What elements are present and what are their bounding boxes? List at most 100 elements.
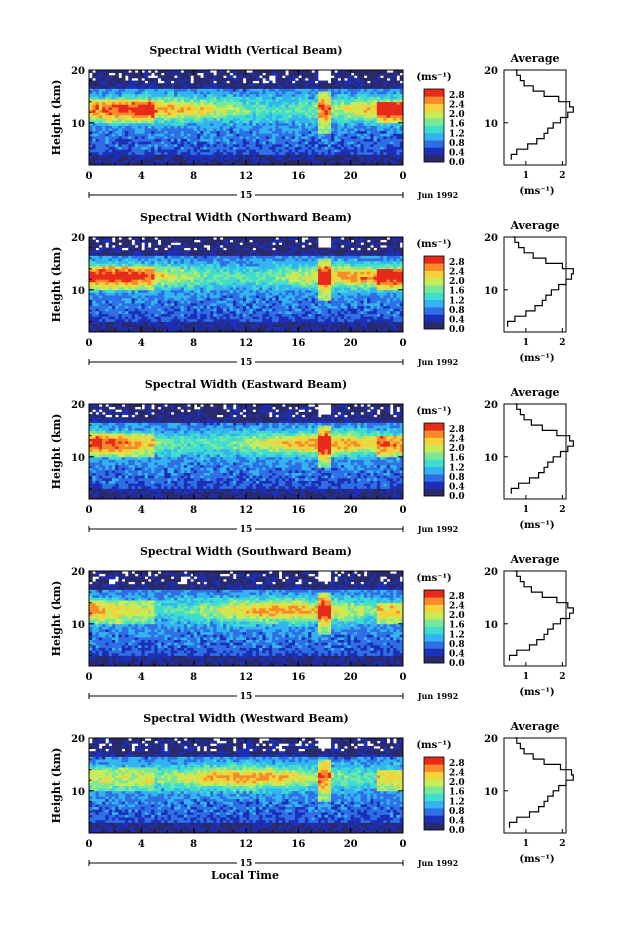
heatmap-cell <box>305 123 309 126</box>
heatmap-cell <box>256 102 260 105</box>
heatmap-cell <box>184 88 188 91</box>
heatmap-cell <box>148 290 152 293</box>
heatmap-cell <box>249 104 253 107</box>
heatmap-cell <box>354 96 358 99</box>
heatmap-cell <box>344 73 348 76</box>
heatmap-cell <box>289 128 293 131</box>
heatmap-cell <box>259 91 263 94</box>
heatmap-cell <box>138 141 142 144</box>
heatmap-cell <box>158 88 162 91</box>
heatmap-cell <box>118 290 122 293</box>
heatmap-cell <box>370 131 374 134</box>
heatmap-cell <box>351 110 355 113</box>
heatmap-cell <box>338 91 342 94</box>
heatmap-cell <box>125 81 129 84</box>
heatmap-cell <box>89 316 93 319</box>
heatmap-cell <box>305 160 309 163</box>
heatmap-cell <box>351 81 355 84</box>
heatmap-cell <box>315 91 319 94</box>
heatmap-cell <box>321 319 325 322</box>
heatmap-cell <box>203 141 207 144</box>
heatmap-cell <box>128 144 132 147</box>
heatmap-cell <box>102 102 106 105</box>
heatmap-cell <box>275 152 279 155</box>
heatmap-cell <box>96 141 100 144</box>
heatmap-cell <box>190 104 194 107</box>
heatmap-cell <box>141 139 145 142</box>
heatmap-cell <box>295 99 299 102</box>
heatmap-cell <box>377 300 381 303</box>
heatmap-cell <box>298 102 302 105</box>
heatmap-cell <box>177 133 181 136</box>
heatmap-cell <box>249 152 253 155</box>
heatmap-cell <box>383 144 387 147</box>
heatmap-cell <box>161 314 165 317</box>
heatmap-cell <box>125 149 129 152</box>
heatmap-cell <box>249 94 253 97</box>
heatmap-cell <box>207 154 211 157</box>
heatmap-cell <box>181 147 185 150</box>
heatmap-cell <box>298 123 302 126</box>
heatmap-cell <box>154 123 158 126</box>
heatmap-cell <box>315 300 319 303</box>
heatmap-cell <box>115 157 119 160</box>
heatmap-cell <box>347 152 351 155</box>
heatmap-cell <box>89 125 93 128</box>
heatmap-cell <box>305 91 309 94</box>
heatmap-cell <box>141 136 145 139</box>
heatmap-cell <box>230 99 234 102</box>
heatmap-cell <box>262 152 266 155</box>
heatmap-cell <box>328 125 332 128</box>
heatmap-cell <box>177 324 181 327</box>
heatmap-cell <box>132 321 136 324</box>
heatmap-cell <box>292 133 296 136</box>
heatmap-cell <box>364 83 368 86</box>
heatmap-cell <box>390 295 394 298</box>
heatmap-cell <box>96 96 100 99</box>
heatmap-cell <box>210 141 214 144</box>
heatmap-cell <box>177 295 181 298</box>
heatmap-cell <box>396 139 400 142</box>
heatmap-cell <box>243 316 247 319</box>
heatmap-cell <box>396 319 400 322</box>
heatmap-cell <box>230 319 234 322</box>
heatmap-cell <box>315 123 319 126</box>
heatmap-cell <box>213 300 217 303</box>
heatmap-cell <box>171 327 175 330</box>
heatmap-cell <box>217 125 221 128</box>
heatmap-cell <box>259 300 263 303</box>
heatmap-cell <box>311 102 315 105</box>
heatmap-cell <box>275 115 279 118</box>
heatmap-cell <box>210 104 214 107</box>
heatmap-cell <box>164 306 168 309</box>
heatmap-cell <box>302 123 306 126</box>
heatmap-cell <box>374 157 378 160</box>
heatmap-cell <box>132 152 136 155</box>
heatmap-cell <box>259 107 263 110</box>
heatmap-cell <box>383 99 387 102</box>
heatmap-cell <box>383 125 387 128</box>
heatmap-cell <box>102 86 106 89</box>
heatmap-cell <box>370 86 374 89</box>
heatmap-cell <box>256 316 260 319</box>
heatmap-cell <box>341 115 345 118</box>
heatmap-cell <box>128 96 132 99</box>
heatmap-cell <box>390 88 394 91</box>
heatmap-cell <box>148 125 152 128</box>
heatmap-cell <box>266 324 270 327</box>
heatmap-cell <box>305 154 309 157</box>
heatmap-cell <box>154 120 158 123</box>
heatmap-cell <box>285 290 289 293</box>
heatmap-cell <box>341 149 345 152</box>
heatmap-cell <box>154 78 158 81</box>
heatmap-cell <box>295 91 299 94</box>
heatmap-cell <box>223 81 227 84</box>
heatmap-cell <box>325 311 329 314</box>
heatmap-cell <box>279 295 283 298</box>
heatmap-cell <box>344 112 348 115</box>
heatmap-cell <box>220 88 224 91</box>
heatmap-cell <box>331 300 335 303</box>
heatmap-cell <box>145 311 149 314</box>
heatmap-cell <box>279 306 283 309</box>
heatmap-cell <box>168 115 172 118</box>
